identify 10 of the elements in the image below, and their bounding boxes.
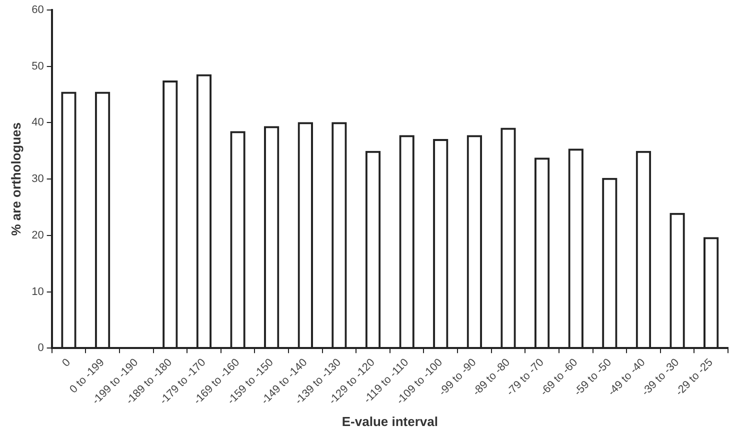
y-tick-label: 0	[38, 342, 44, 354]
x-tick-label: 0	[60, 356, 74, 370]
y-tick-label: 30	[32, 173, 44, 186]
y-tick-label: 60	[32, 4, 44, 16]
y-tick-label: 50	[32, 60, 44, 72]
x-axis-title: E-value interval	[342, 414, 438, 429]
y-tick-label: 40	[32, 116, 44, 129]
y-axis-title: % are orthologues	[8, 122, 24, 236]
y-tick-label: 20	[32, 229, 44, 242]
y-tick-label: 10	[32, 286, 44, 298]
